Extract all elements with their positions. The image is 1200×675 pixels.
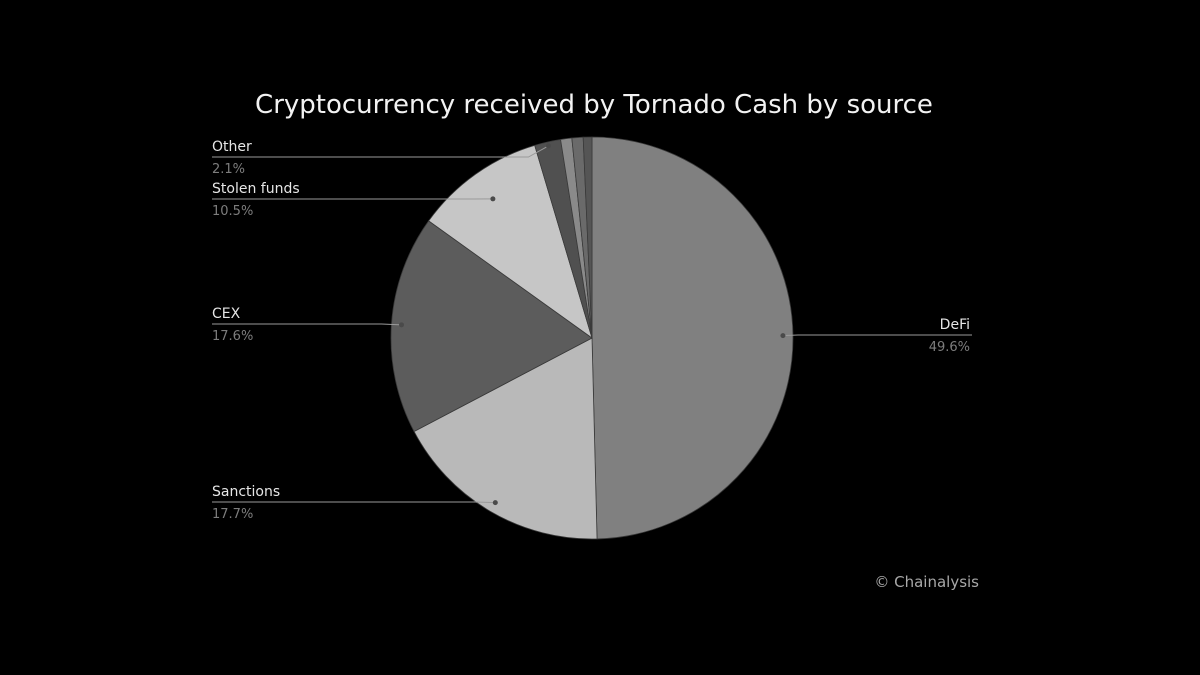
leader-line-cex <box>212 323 402 326</box>
pie-slice-minor-7 <box>582 136 593 339</box>
leader-dot-sanctions <box>492 500 498 506</box>
chart-title: Cryptocurrency received by Tornado Cash … <box>255 90 933 120</box>
pie-slice-stolen-funds <box>428 144 593 340</box>
slice-percent-stolen-funds: 10.5% <box>212 204 253 219</box>
leader-dot-cex <box>399 322 405 328</box>
slice-percent-sanctions: 17.7% <box>212 507 253 522</box>
slice-percent-cex: 17.6% <box>212 329 253 344</box>
leader-line-defi <box>782 334 972 337</box>
slice-percent-other: 2.1% <box>212 162 245 177</box>
leader-dot-defi <box>780 333 786 339</box>
slice-label-other: Other <box>212 139 252 155</box>
pie-labels: DeFi 49.6% Sanctions 17.7% CEX 17.6% Stolen fu… <box>212 139 972 522</box>
source-credit: © Chainalysis <box>874 573 979 591</box>
slice-label-stolen-funds: Stolen funds <box>212 181 300 197</box>
leader-line-other <box>212 145 549 158</box>
slice-label-cex: CEX <box>212 306 241 322</box>
pie-slice-sanctions <box>413 337 598 540</box>
leader-dot-stolen-funds <box>490 196 496 202</box>
slice-label-defi: DeFi <box>940 317 970 333</box>
leader-line-sanctions <box>212 501 496 504</box>
slice-percent-defi: 49.6% <box>929 340 970 355</box>
pie-slices <box>390 136 794 540</box>
slice-label-sanctions: Sanctions <box>212 484 280 500</box>
leader-dot-other <box>545 143 551 149</box>
